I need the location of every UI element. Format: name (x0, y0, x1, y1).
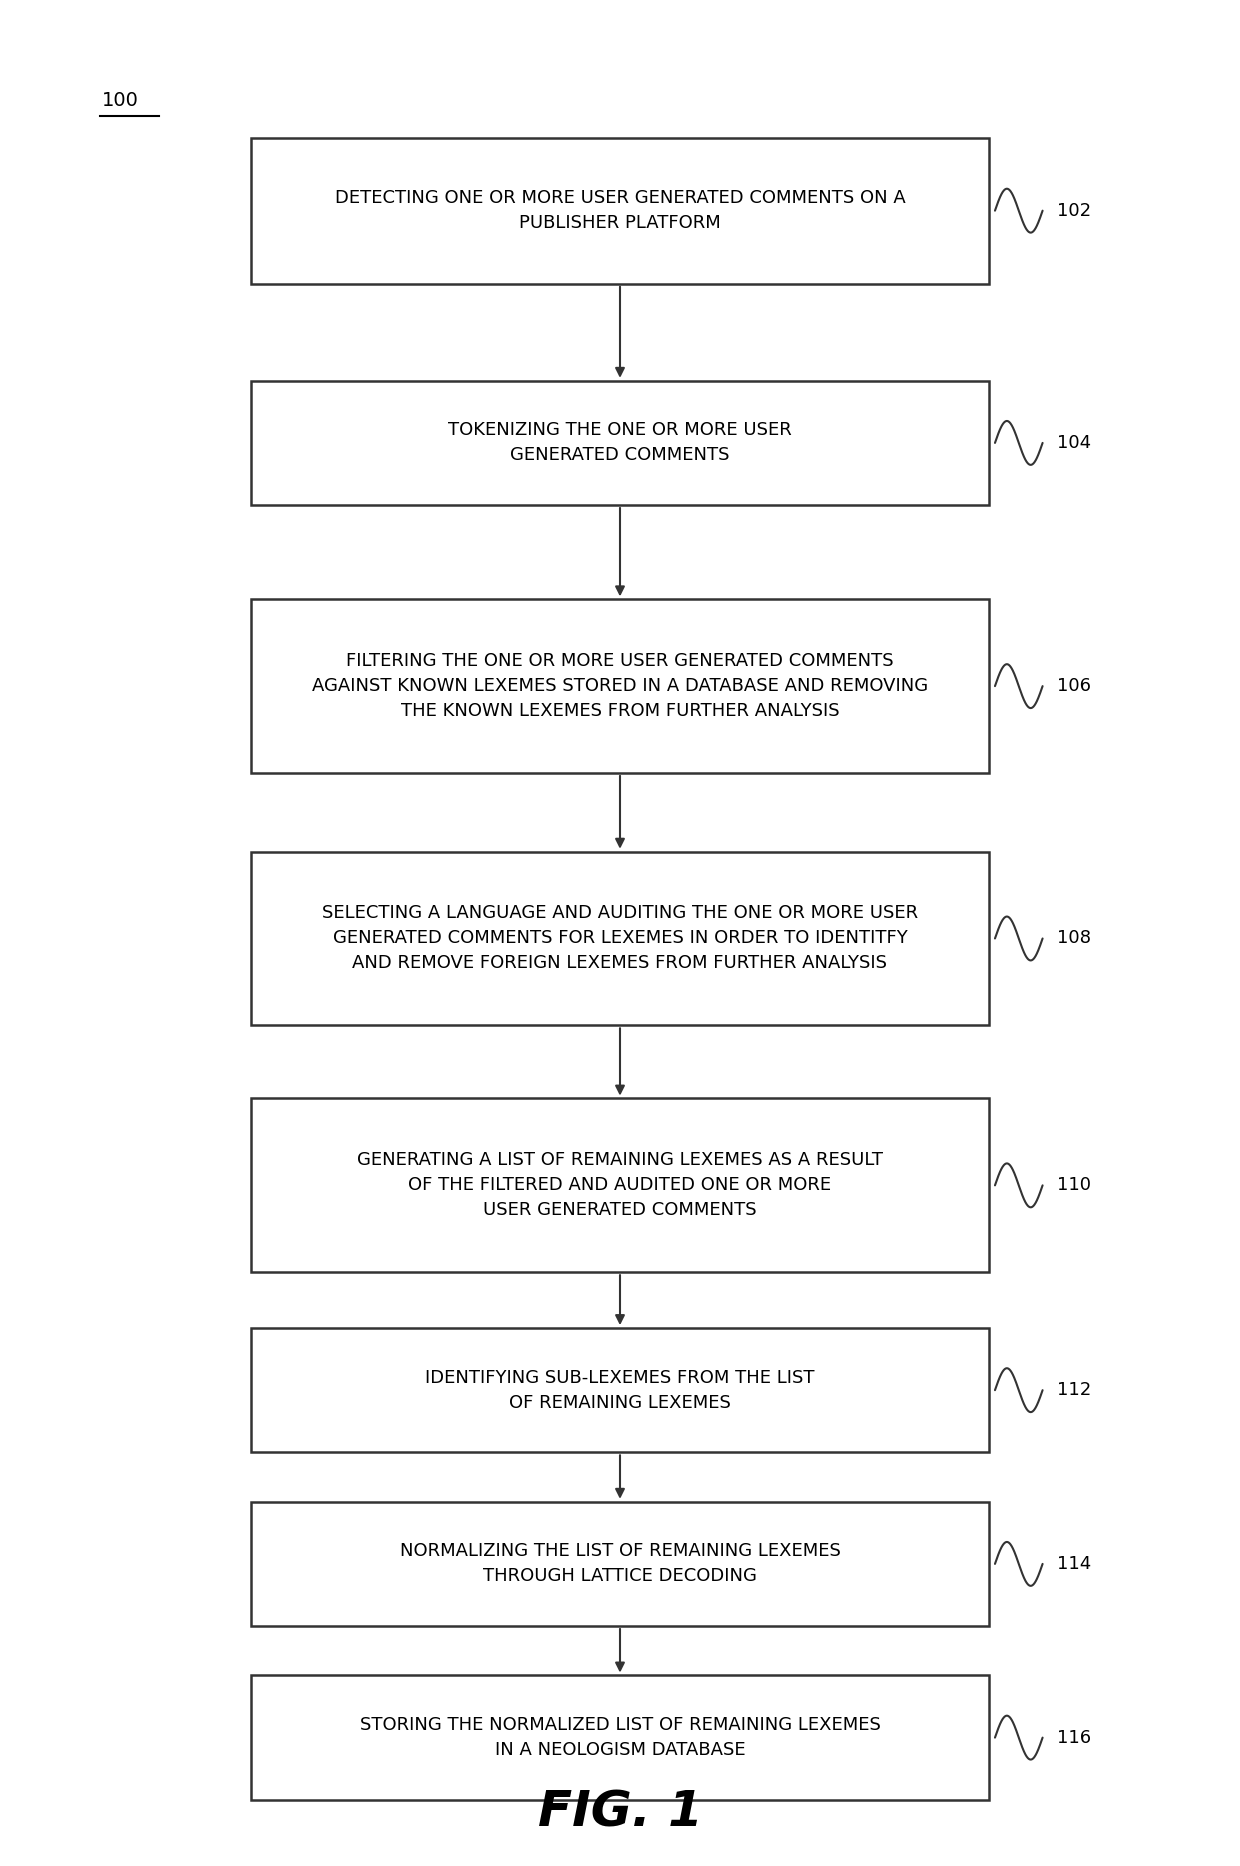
Text: 106: 106 (1056, 677, 1091, 696)
FancyBboxPatch shape (250, 1502, 990, 1625)
Text: 100: 100 (102, 91, 139, 110)
FancyBboxPatch shape (250, 599, 990, 773)
Text: GENERATING A LIST OF REMAINING LEXEMES AS A RESULT
OF THE FILTERED AND AUDITED O: GENERATING A LIST OF REMAINING LEXEMES A… (357, 1151, 883, 1218)
Text: TOKENIZING THE ONE OR MORE USER
GENERATED COMMENTS: TOKENIZING THE ONE OR MORE USER GENERATE… (448, 422, 792, 465)
Text: SELECTING A LANGUAGE AND AUDITING THE ONE OR MORE USER
GENERATED COMMENTS FOR LE: SELECTING A LANGUAGE AND AUDITING THE ON… (322, 905, 918, 972)
Text: 116: 116 (1056, 1728, 1091, 1747)
Text: 112: 112 (1056, 1381, 1091, 1400)
FancyBboxPatch shape (250, 138, 990, 284)
FancyBboxPatch shape (250, 1676, 990, 1801)
Text: FILTERING THE ONE OR MORE USER GENERATED COMMENTS
AGAINST KNOWN LEXEMES STORED I: FILTERING THE ONE OR MORE USER GENERATED… (312, 651, 928, 720)
Text: NORMALIZING THE LIST OF REMAINING LEXEMES
THROUGH LATTICE DECODING: NORMALIZING THE LIST OF REMAINING LEXEME… (399, 1543, 841, 1586)
Text: 104: 104 (1056, 435, 1091, 452)
Text: 102: 102 (1056, 202, 1091, 220)
FancyBboxPatch shape (250, 851, 990, 1024)
Text: DETECTING ONE OR MORE USER GENERATED COMMENTS ON A
PUBLISHER PLATFORM: DETECTING ONE OR MORE USER GENERATED COM… (335, 188, 905, 231)
Text: FIG. 1: FIG. 1 (538, 1788, 702, 1836)
FancyBboxPatch shape (250, 381, 990, 506)
Text: 108: 108 (1056, 929, 1091, 948)
Text: 110: 110 (1056, 1176, 1091, 1194)
FancyBboxPatch shape (250, 1329, 990, 1452)
FancyBboxPatch shape (250, 1099, 990, 1273)
Text: 114: 114 (1056, 1554, 1091, 1573)
Text: IDENTIFYING SUB-LEXEMES FROM THE LIST
OF REMAINING LEXEMES: IDENTIFYING SUB-LEXEMES FROM THE LIST OF… (425, 1368, 815, 1413)
Text: STORING THE NORMALIZED LIST OF REMAINING LEXEMES
IN A NEOLOGISM DATABASE: STORING THE NORMALIZED LIST OF REMAINING… (360, 1717, 880, 1760)
